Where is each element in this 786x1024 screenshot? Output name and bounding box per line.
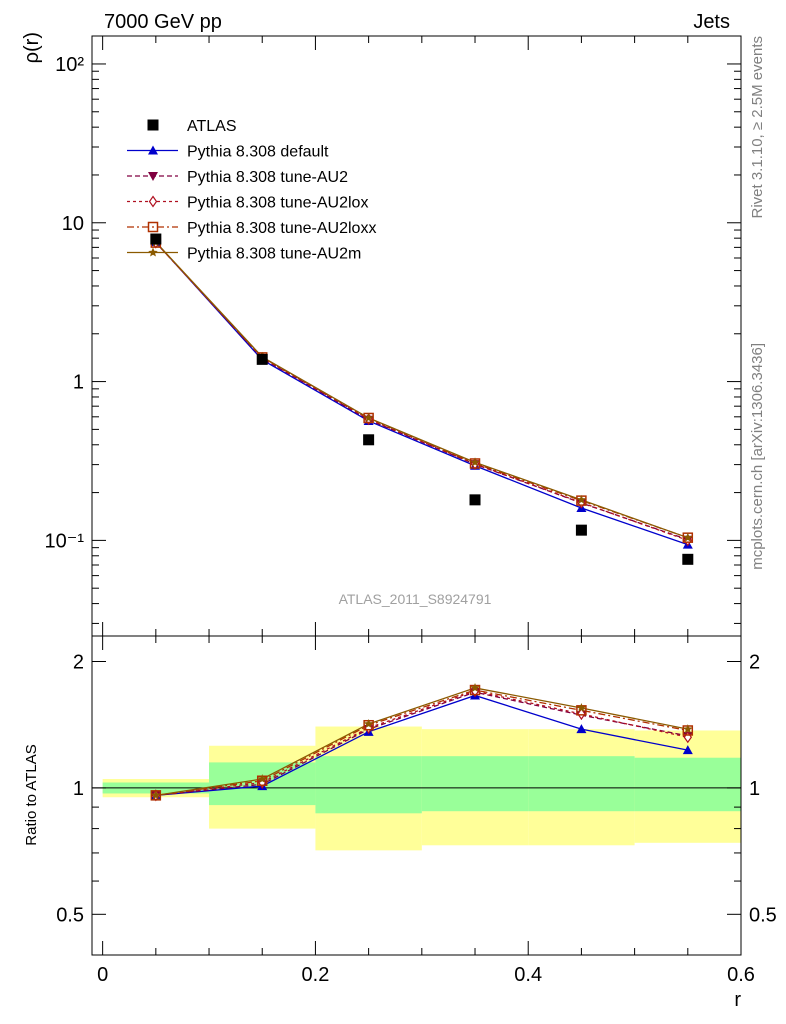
main-y-tick-label: 10 — [62, 213, 84, 235]
markers — [150, 233, 694, 802]
atlas-data-point — [469, 494, 481, 506]
legend-label: Pythia 8.308 tune-AU2lox — [187, 195, 368, 212]
x-tick-label: 0.2 — [302, 964, 330, 986]
ratio-point-au2m — [683, 724, 693, 734]
ratio-point-au2m — [151, 790, 161, 800]
analysis-watermark: ATLAS_2011_S8924791 — [339, 591, 492, 607]
main-y-axis-label: ρ(r) — [21, 32, 43, 63]
axis-ticks — [92, 36, 742, 956]
legend-label: Pythia 8.308 tune-AU2loxx — [187, 220, 376, 237]
legend-marker-au2loxx — [147, 221, 159, 233]
ratio-band-inner — [634, 757, 741, 812]
ratio-band-inner — [421, 756, 529, 812]
ratio-point-au2m — [257, 774, 267, 784]
series-lines — [155, 241, 689, 796]
ratio-band-inner — [315, 756, 422, 814]
ratio-point-default — [576, 724, 587, 734]
legend-marker-au2lox — [148, 195, 158, 208]
legend-marker-au2 — [148, 172, 158, 181]
ratio-y-axis-label: Ratio to ATLAS — [23, 744, 40, 845]
x-axis-label: r — [734, 989, 741, 1011]
main-y-tick-label: 1 — [73, 372, 84, 394]
main-series-line-au2lox — [155, 242, 689, 542]
ratio-y-tick-label-right: 2 — [749, 651, 760, 673]
main-series-line-au2m — [155, 241, 689, 539]
ratio-series-line-au2loxx — [155, 689, 688, 796]
mcplots-label: mcplots.cern.ch [arXiv:1306.3436] — [749, 343, 766, 570]
x-tick-label: 0 — [97, 964, 108, 986]
main-y-tick-label: 10⁻¹ — [45, 530, 85, 552]
ratio-point-au2m — [470, 682, 480, 692]
atlas-data-point — [682, 553, 694, 565]
ratio-band-inner — [528, 756, 635, 812]
main-series-line-au2loxx — [155, 242, 689, 539]
main-series-line-au2 — [155, 242, 689, 541]
legend-marker-atlas — [147, 119, 159, 131]
ratio-point-au2m — [576, 702, 587, 713]
ratio-point-au2lox — [577, 707, 586, 720]
legend-label: Pythia 8.308 tune-AU2 — [187, 169, 348, 186]
tick-labels: 10⁻¹ 1 10 10² 0 0.2 0.4 0.6 0.5 0.5 1 1 2 2 — [45, 54, 777, 986]
atlas-data-point — [363, 434, 375, 446]
ratio-series-line-default — [155, 694, 688, 796]
main-point-au2m — [363, 412, 374, 423]
main-y-tick-label: 10² — [55, 54, 84, 76]
main-point-au2m — [470, 457, 480, 467]
header-left: 7000 GeV pp — [104, 11, 222, 33]
ratio-y-tick-label-left: 0.5 — [56, 904, 84, 926]
ratio-y-tick-label-left: 1 — [73, 778, 84, 800]
ratio-series-line-au2 — [155, 691, 688, 796]
legend-label: ATLAS — [187, 118, 237, 135]
x-tick-label: 0.6 — [727, 964, 755, 986]
x-tick-label: 0.4 — [514, 964, 542, 986]
legend-label: Pythia 8.308 default — [187, 144, 329, 161]
ratio-y-tick-label-right: 1 — [749, 778, 760, 800]
main-point-au2m — [576, 494, 587, 504]
ratio-y-tick-label-left: 2 — [73, 651, 84, 673]
atlas-data-point — [256, 353, 268, 365]
main-point-au2m — [683, 532, 693, 542]
ratio-plot-frame — [91, 635, 742, 956]
ratio-y-tick-label-right: 0.5 — [749, 904, 777, 926]
main-series-line-default — [155, 241, 689, 546]
header-right: Jets — [693, 11, 730, 33]
uncertainty-bands — [102, 726, 741, 851]
ratio-series-line-au2m — [155, 687, 688, 796]
rivet-label: Rivet 3.1.10, ≥ 2.5M events — [749, 36, 766, 219]
ratio-point-default — [682, 745, 693, 755]
legend-marker-au2m — [148, 247, 158, 257]
frames — [91, 35, 742, 956]
legend-label: Pythia 8.308 tune-AU2m — [187, 246, 361, 263]
ratio-point-au2m — [363, 718, 374, 728]
ratio-series-line-au2lox — [155, 690, 688, 796]
atlas-data-point — [575, 524, 587, 536]
legend-marker-default — [148, 145, 158, 155]
legend: ATLAS Pythia 8.308 default Pythia 8.308 tu… — [127, 118, 376, 263]
atlas-data-point — [150, 233, 162, 245]
